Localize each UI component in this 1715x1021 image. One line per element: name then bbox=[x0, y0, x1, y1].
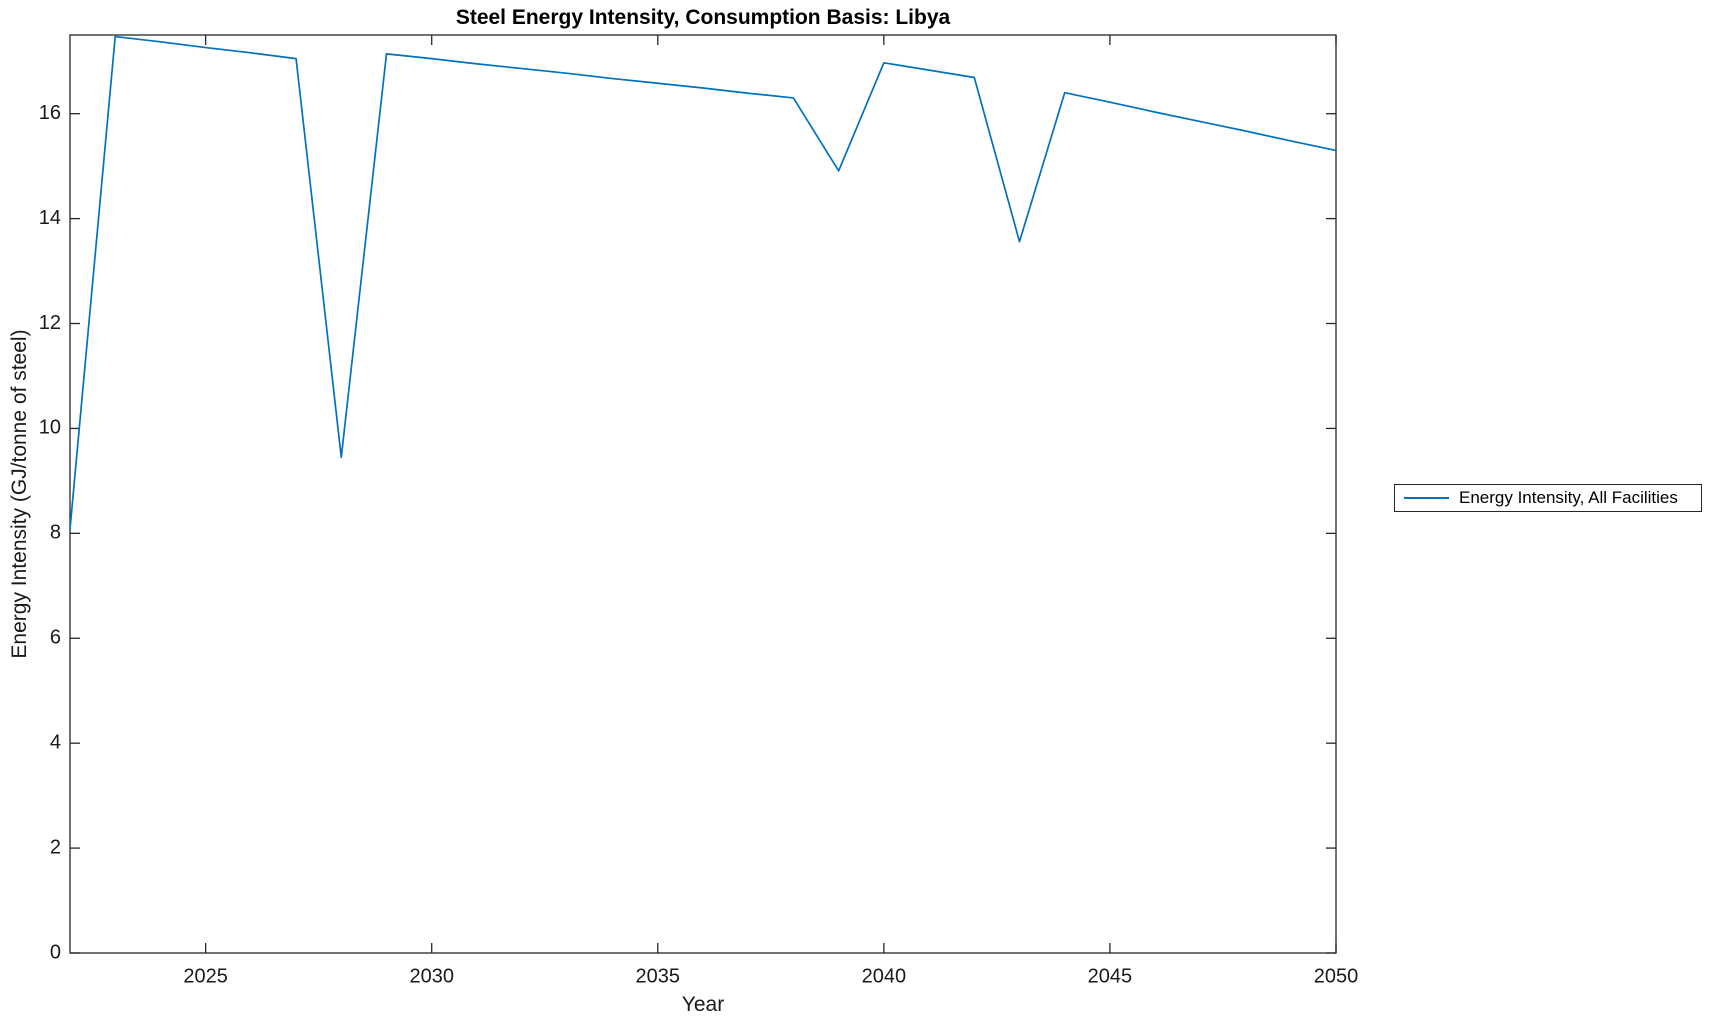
x-tick-label: 2025 bbox=[183, 966, 228, 988]
y-tick-label: 4 bbox=[50, 731, 61, 753]
x-tick-label: 2045 bbox=[1088, 966, 1133, 988]
x-tick-label: 2050 bbox=[1314, 966, 1359, 988]
x-axis-label: Year bbox=[681, 993, 725, 1016]
y-tick-label: 0 bbox=[50, 941, 61, 963]
y-tick-label: 6 bbox=[50, 627, 61, 649]
x-tick-label: 2035 bbox=[636, 966, 681, 988]
x-tick-label: 2030 bbox=[409, 966, 454, 988]
chart-title: Steel Energy Intensity, Consumption Basi… bbox=[455, 6, 951, 29]
axes-frame bbox=[69, 34, 1337, 954]
y-tick-label: 10 bbox=[39, 417, 61, 439]
legend-entry-label: Energy Intensity, All Facilities bbox=[1459, 488, 1678, 507]
series-line-energy-intensity bbox=[69, 35, 1337, 530]
legend-line-sample-icon bbox=[1404, 497, 1449, 499]
x-tick-label: 2040 bbox=[862, 966, 907, 988]
y-tick-label: 16 bbox=[39, 102, 61, 124]
y-tick-label: 12 bbox=[39, 312, 61, 334]
y-tick-label: 14 bbox=[39, 207, 61, 229]
y-tick-label: 2 bbox=[50, 836, 61, 858]
legend-box: Energy Intensity, All Facilities bbox=[1394, 484, 1702, 512]
y-tick-label: 8 bbox=[50, 522, 61, 544]
